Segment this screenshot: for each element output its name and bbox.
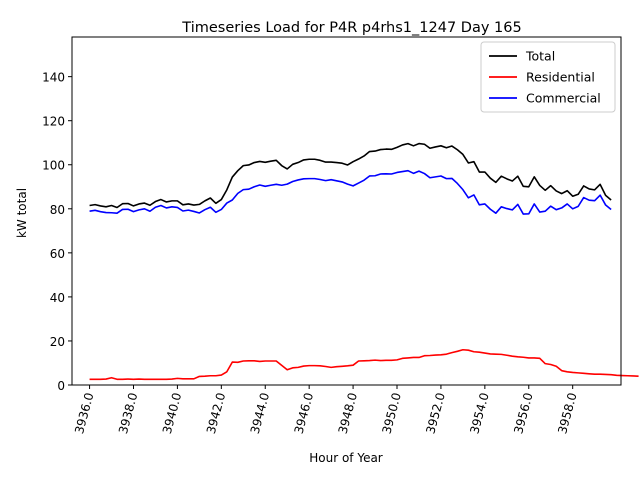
y-tick-label: 140 bbox=[42, 71, 65, 85]
series-line-residential bbox=[89, 348, 639, 381]
y-tick-label: 60 bbox=[50, 247, 65, 261]
legend-label-total: Total bbox=[525, 49, 555, 64]
y-tick-label: 40 bbox=[50, 291, 65, 305]
legend-box bbox=[480, 41, 616, 113]
x-axis-label: Hour of Year bbox=[309, 451, 383, 465]
chart-title: Timeseries Load for P4R p4rhs1_1247 Day … bbox=[181, 20, 521, 36]
legend-label-residential: Residential bbox=[526, 70, 595, 85]
y-tick-label: 0 bbox=[57, 379, 65, 393]
y-tick-label: 80 bbox=[50, 203, 65, 217]
y-tick-label: 120 bbox=[42, 115, 65, 129]
legend-label-commercial: Commercial bbox=[526, 91, 601, 106]
legend: Total Residential Commercial bbox=[480, 41, 616, 113]
series-line-total bbox=[89, 142, 612, 209]
series-layer bbox=[89, 142, 639, 381]
y-tick-label: 100 bbox=[42, 159, 65, 173]
series-line-commercial bbox=[89, 169, 612, 215]
plot-frame bbox=[71, 36, 622, 386]
y-axis-label: kW total bbox=[15, 188, 29, 238]
y-tick-label: 20 bbox=[50, 335, 65, 349]
